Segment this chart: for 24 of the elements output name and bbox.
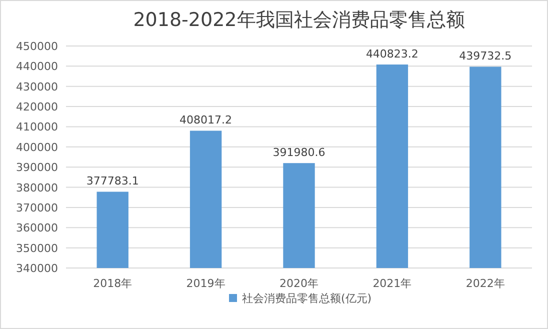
- x-tick-label: 2019年: [186, 277, 226, 290]
- y-tick-label: 430000: [16, 80, 58, 94]
- x-tick-label: 2020年: [280, 277, 318, 290]
- y-tick-label: 360000: [16, 222, 58, 235]
- chart-title: 2018-2022年我国社会消费品零售总额: [133, 9, 465, 31]
- y-tick-label: 350000: [16, 242, 58, 255]
- data-label: 439732.5: [459, 50, 512, 63]
- y-tick-label: 420000: [16, 100, 58, 114]
- data-label: 391980.6: [272, 146, 326, 160]
- y-tick-label: 410000: [16, 120, 58, 134]
- data-label: 440823.2: [366, 48, 418, 61]
- y-tick-label: 370000: [16, 201, 58, 214]
- y-tick-label: 400000: [16, 140, 58, 154]
- data-label: 408017.2: [180, 114, 232, 127]
- legend-label: 社会消费品零售总额(亿元): [242, 292, 372, 305]
- y-tick-label: 450000: [16, 40, 58, 53]
- y-tick-label: 440000: [16, 60, 58, 74]
- x-tick-label: 2021年: [372, 277, 412, 290]
- data-label: 377783.1: [86, 174, 139, 188]
- y-tick-label: 390000: [16, 161, 58, 174]
- y-tick-label: 380000: [16, 181, 58, 194]
- x-tick-label: 2022年: [466, 277, 505, 290]
- x-tick-label: 2018年: [93, 277, 132, 290]
- y-tick-label: 340000: [16, 262, 58, 275]
